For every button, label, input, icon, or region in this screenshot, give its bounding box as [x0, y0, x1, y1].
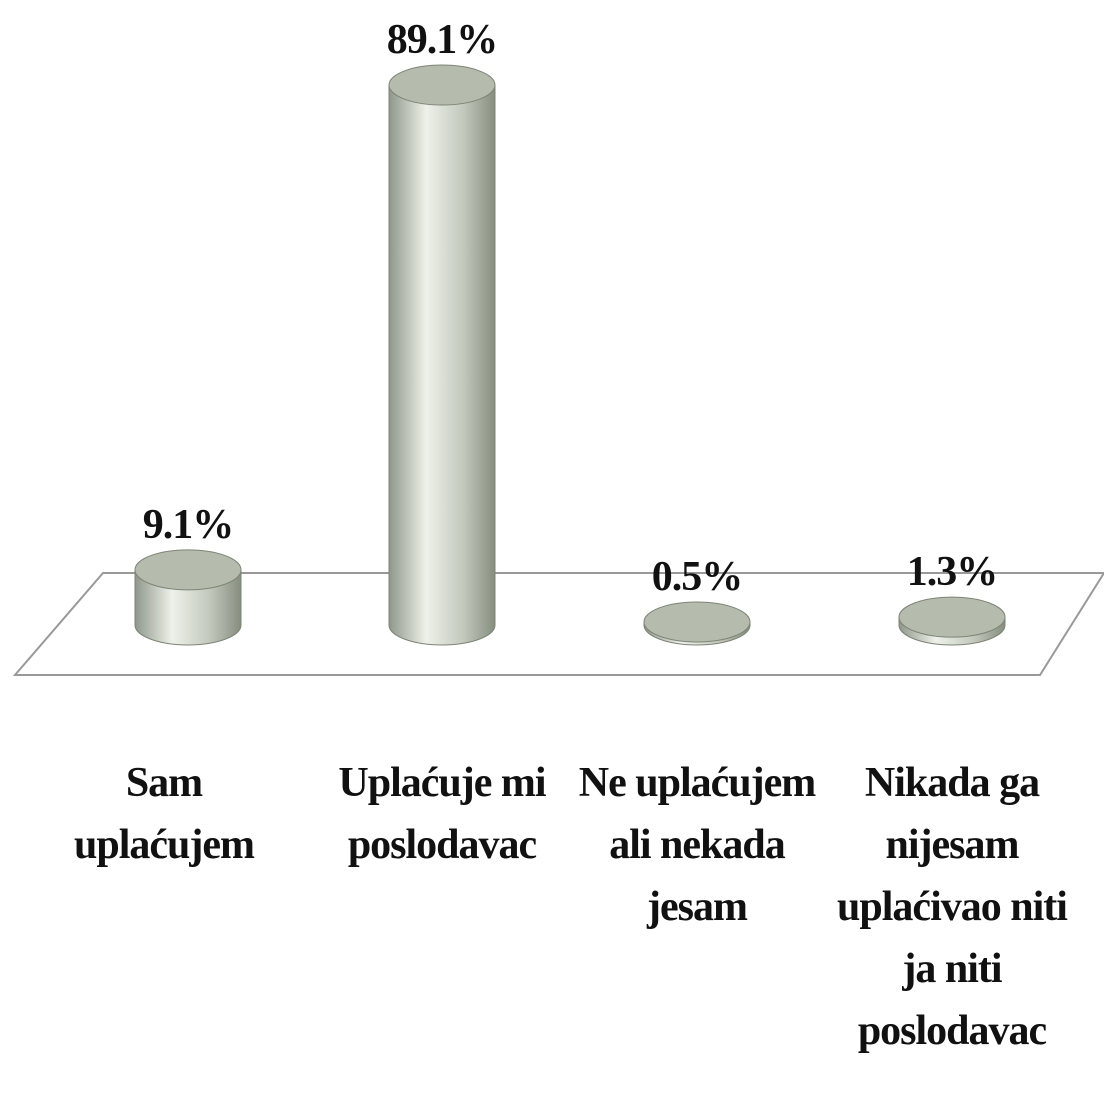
value-label: 89.1% [387, 17, 498, 63]
cylinder-top [388, 64, 496, 106]
floor [12, 572, 1104, 676]
cylinder [898, 596, 1006, 646]
value-label: 0.5% [652, 554, 743, 600]
cylinder [643, 601, 751, 646]
value-label: 1.3% [907, 549, 998, 595]
category-label: Uplaćuje mi poslodavac [338, 760, 546, 868]
category-label: Ne uplaćujem ali nekada jesam [578, 760, 816, 930]
cylinder [134, 549, 242, 646]
cylinder [388, 64, 496, 646]
cylinder-body [388, 84, 496, 646]
category-label: Nikada ga nijesam uplaćivao niti ja niti… [837, 760, 1068, 1054]
cylinder-top [898, 596, 1006, 638]
cylinder-top [643, 601, 751, 643]
value-label: 9.1% [143, 502, 234, 548]
category-label: Sam uplaćujem [74, 760, 255, 868]
cylinder-top [134, 549, 242, 591]
cylinder-body [134, 569, 242, 646]
